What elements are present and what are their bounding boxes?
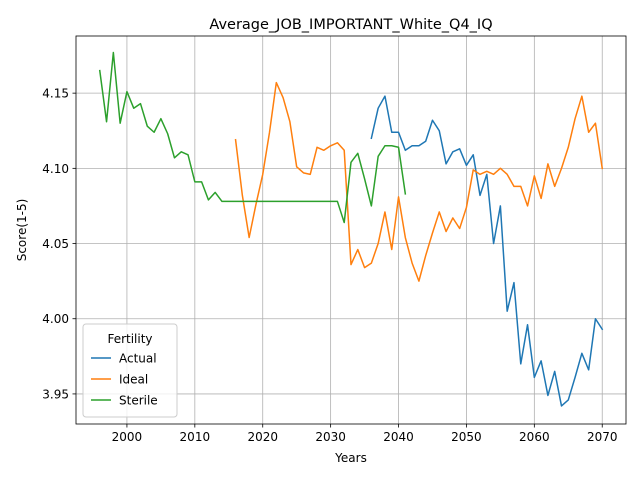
x-axis-ticks: 2000 2010 2020 2030 2040 2050 2060 2070 bbox=[112, 424, 618, 444]
x-tick-label: 2070 bbox=[587, 430, 618, 444]
x-tick-label: 2050 bbox=[451, 430, 482, 444]
legend-entries: Actual Ideal Sterile bbox=[91, 352, 158, 408]
series-lines bbox=[98, 51, 604, 407]
legend-box bbox=[82, 323, 178, 418]
legend-label-actual: Actual bbox=[119, 352, 157, 366]
y-tick-label: 3.95 bbox=[42, 387, 69, 401]
chart-title: Average_JOB_IMPORTANT_White_Q4_IQ bbox=[209, 17, 492, 33]
y-tick-label: 4.00 bbox=[42, 312, 69, 326]
x-tick-label: 2040 bbox=[383, 430, 414, 444]
y-tick-label: 4.05 bbox=[42, 237, 69, 251]
legend-label-ideal: Ideal bbox=[119, 373, 148, 387]
y-axis-ticks: 3.95 4.00 4.05 4.10 4.15 bbox=[42, 87, 76, 401]
legend: Fertility Actual Ideal Sterile bbox=[82, 323, 178, 418]
series-line-actual bbox=[370, 95, 604, 407]
x-tick-label: 2060 bbox=[519, 430, 550, 444]
x-axis-label: Years bbox=[334, 451, 367, 465]
y-axis-label: Score(1-5) bbox=[15, 199, 29, 262]
legend-title: Fertility bbox=[107, 332, 152, 346]
legend-label-sterile: Sterile bbox=[119, 394, 158, 408]
y-tick-label: 4.15 bbox=[42, 87, 69, 101]
plot-frame bbox=[75, 35, 627, 425]
series-line-sterile bbox=[98, 51, 407, 224]
x-tick-label: 2020 bbox=[247, 430, 278, 444]
x-tick-label: 2000 bbox=[112, 430, 143, 444]
x-tick-label: 2010 bbox=[180, 430, 211, 444]
y-tick-label: 4.10 bbox=[42, 162, 69, 176]
x-tick-label: 2030 bbox=[315, 430, 346, 444]
series-line-ideal bbox=[234, 81, 604, 282]
